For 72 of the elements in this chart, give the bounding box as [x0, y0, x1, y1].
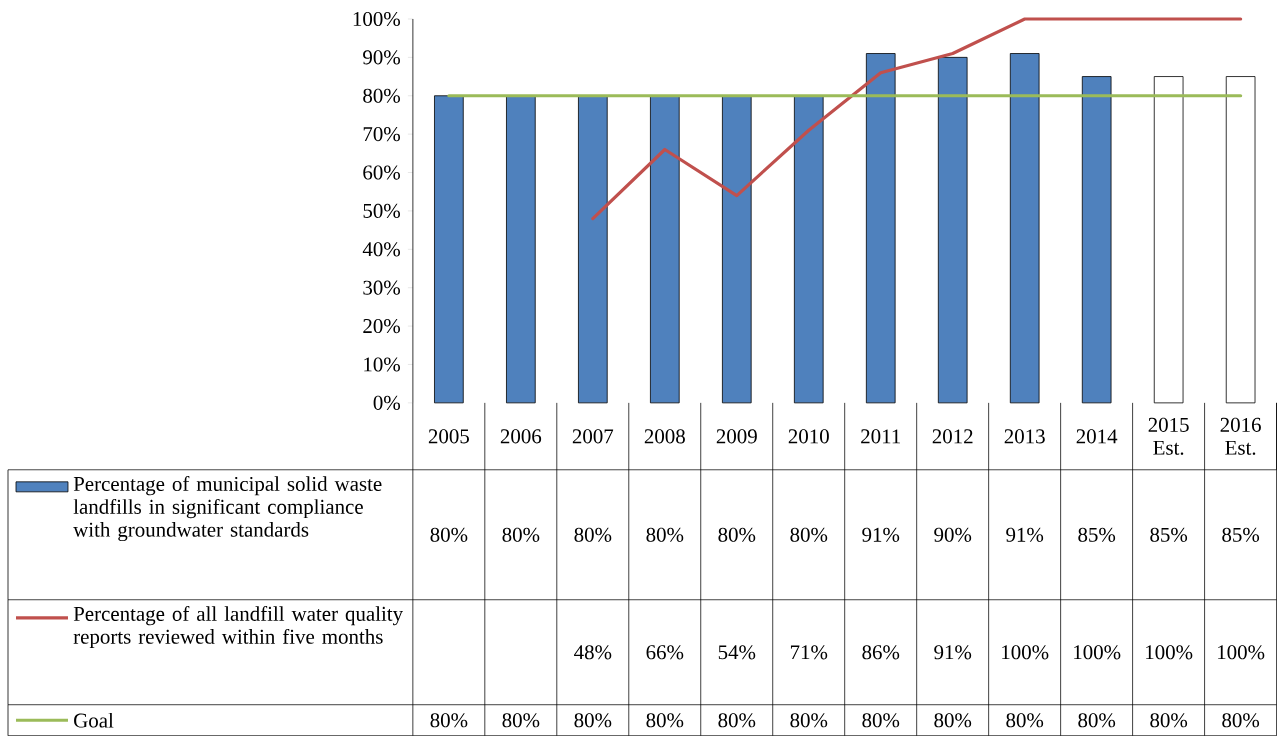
data-label: 90% [934, 527, 972, 542]
y-tick-label: 50% [363, 203, 401, 218]
x-tick-label: 2006 [500, 429, 542, 444]
data-label: 80% [790, 527, 828, 542]
data-label: 80% [646, 527, 684, 542]
data-label: 71% [790, 645, 828, 660]
bar [1009, 53, 1040, 404]
legend-label: Percentage of all landfill water quality reports reviewed within five months [73, 605, 404, 649]
data-label: 91% [1006, 527, 1044, 542]
data-label: 80% [718, 713, 756, 728]
data-label: 91% [934, 645, 972, 660]
data-label: 100% [1002, 645, 1049, 660]
x-tick-label: 2011 [861, 429, 901, 444]
x-tick-label: 2007 [572, 429, 614, 444]
data-label: 48% [574, 645, 612, 660]
bar [434, 95, 464, 404]
data-label: 66% [646, 645, 684, 660]
data-label: 80% [430, 527, 468, 542]
data-label: 80% [502, 713, 540, 728]
data-label: 80% [574, 527, 612, 542]
data-label: 80% [934, 713, 972, 728]
x-tick-label: 2015 Est. [1148, 417, 1189, 455]
y-tick-label: 80% [363, 88, 401, 103]
bar [1153, 76, 1184, 404]
bar [793, 95, 824, 404]
bar [506, 95, 536, 404]
legend-label: Percentage of municipal solid waste landfills in significant compliance with groundwater standards [73, 475, 382, 542]
data-label: 80% [1150, 713, 1188, 728]
data-label: 80% [1078, 713, 1116, 728]
bar [721, 95, 752, 404]
x-tick-label: 2016 Est. [1220, 417, 1261, 455]
y-tick-label: 70% [363, 126, 401, 142]
data-label: 100% [1218, 645, 1265, 660]
data-label: 85% [1150, 527, 1188, 542]
data-label: 80% [646, 713, 684, 728]
bar [865, 53, 896, 404]
x-tick-label: 2009 [716, 429, 757, 444]
bar [578, 95, 608, 404]
data-label: 91% [862, 527, 900, 542]
data-label: 100% [1146, 645, 1193, 660]
x-tick-label: 2010 [788, 429, 829, 444]
y-tick-label: 10% [364, 357, 401, 372]
data-label: 80% [1222, 713, 1260, 728]
y-tick-label: 20% [363, 318, 401, 334]
bar [1081, 76, 1112, 404]
bar [1225, 76, 1256, 404]
bar [650, 95, 680, 404]
legend-label: Goal [74, 712, 114, 728]
y-tick-label: 0% [373, 395, 401, 410]
data-label: 85% [1078, 527, 1116, 542]
data-label: 80% [718, 527, 756, 542]
y-tick-label: 60% [363, 165, 401, 180]
bar [937, 56, 968, 404]
data-label: 100% [1074, 645, 1121, 660]
x-tick-label: 2005 [428, 429, 469, 444]
data-label: 86% [862, 645, 900, 660]
x-tick-label: 2012 [932, 429, 973, 444]
y-tick-label: 90% [363, 50, 401, 65]
y-tick-label: 40% [362, 242, 401, 257]
y-tick-label: 100% [353, 11, 401, 26]
x-tick-label: 2014 [1076, 429, 1118, 444]
data-label: 80% [574, 713, 612, 728]
x-tick-label: 2008 [644, 429, 685, 444]
y-tick-label: 30% [363, 280, 401, 295]
x-tick-label: 2013 [1004, 429, 1045, 444]
data-label: 80% [790, 713, 828, 728]
data-label: 80% [862, 713, 900, 728]
data-label: 85% [1222, 527, 1260, 542]
data-label: 54% [718, 645, 756, 660]
data-label: 80% [502, 527, 540, 542]
data-label: 80% [430, 713, 468, 728]
data-label: 80% [1006, 713, 1044, 728]
